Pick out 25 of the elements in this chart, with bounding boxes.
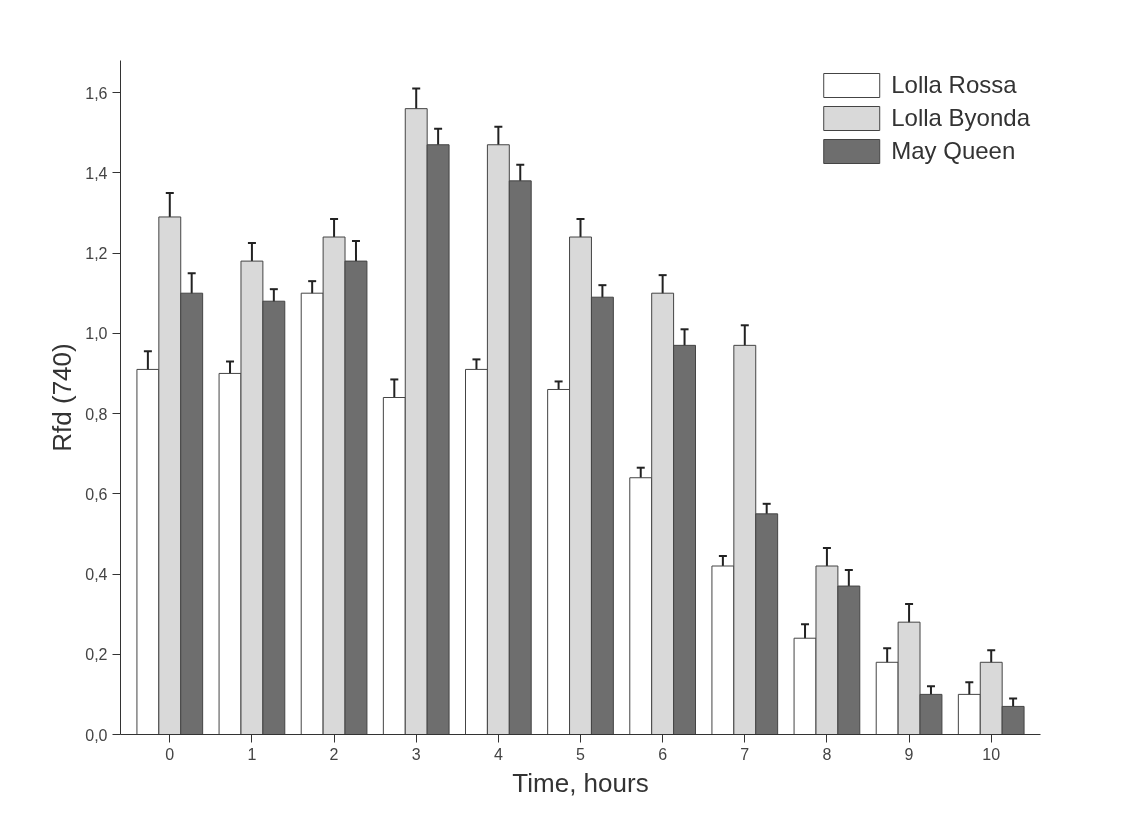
x-tick-label: 6	[658, 745, 668, 763]
x-tick-label: 3	[411, 745, 421, 763]
x-tick-label: 7	[740, 745, 750, 763]
legend-label: May Queen	[891, 137, 1016, 165]
x-tick-label: 9	[904, 745, 914, 763]
y-tick-label: 0,6	[85, 485, 108, 503]
y-tick-label: 0,2	[85, 646, 108, 664]
y-axis-title: Rfd (740)	[47, 343, 78, 452]
x-tick-label: 1	[247, 745, 257, 763]
x-tick-label: 4	[493, 745, 503, 763]
x-tick-label: 5	[576, 745, 586, 763]
y-tick-label: 1,4	[85, 164, 108, 182]
y-tick-label: 1,2	[85, 245, 108, 263]
y-tick-label: 0,4	[85, 566, 108, 584]
y-tick-label: 1,6	[85, 84, 108, 102]
x-tick-label: 0	[165, 745, 175, 763]
x-tick-label: 10	[982, 745, 1001, 763]
legend-label: Lolla Rossa	[891, 71, 1017, 99]
y-tick-label: 0,0	[85, 726, 108, 744]
legend-label: Lolla Byonda	[891, 104, 1030, 132]
y-tick-label: 0,8	[85, 405, 108, 423]
x-tick-label: 8	[822, 745, 832, 763]
y-tick-label: 1,0	[85, 325, 108, 343]
x-tick-label: 2	[329, 745, 339, 763]
x-axis-title: Time, hours	[512, 767, 649, 798]
